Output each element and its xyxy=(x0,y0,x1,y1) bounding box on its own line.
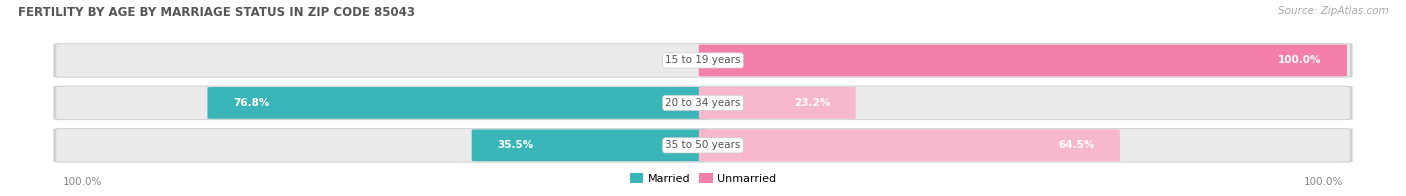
Text: 23.2%: 23.2% xyxy=(794,98,831,108)
FancyBboxPatch shape xyxy=(56,129,1350,162)
FancyBboxPatch shape xyxy=(53,128,1353,163)
FancyBboxPatch shape xyxy=(208,87,707,119)
FancyBboxPatch shape xyxy=(56,44,1350,77)
Text: 100.0%: 100.0% xyxy=(63,177,103,187)
FancyBboxPatch shape xyxy=(53,86,1353,120)
FancyBboxPatch shape xyxy=(699,87,856,119)
FancyBboxPatch shape xyxy=(471,130,707,161)
Text: 76.8%: 76.8% xyxy=(233,98,269,108)
FancyBboxPatch shape xyxy=(56,87,1350,119)
Text: 20 to 34 years: 20 to 34 years xyxy=(665,98,741,108)
FancyBboxPatch shape xyxy=(53,43,1353,78)
Text: 35 to 50 years: 35 to 50 years xyxy=(665,140,741,150)
FancyBboxPatch shape xyxy=(699,130,1119,161)
Text: FERTILITY BY AGE BY MARRIAGE STATUS IN ZIP CODE 85043: FERTILITY BY AGE BY MARRIAGE STATUS IN Z… xyxy=(18,6,415,19)
Text: 15 to 19 years: 15 to 19 years xyxy=(665,55,741,65)
Text: 64.5%: 64.5% xyxy=(1059,140,1094,150)
Text: 100.0%: 100.0% xyxy=(1278,55,1322,65)
FancyBboxPatch shape xyxy=(699,44,1347,76)
Text: 100.0%: 100.0% xyxy=(1303,177,1343,187)
Text: 35.5%: 35.5% xyxy=(496,140,533,150)
Legend: Married, Unmarried: Married, Unmarried xyxy=(626,169,780,189)
Text: Source: ZipAtlas.com: Source: ZipAtlas.com xyxy=(1278,6,1389,16)
